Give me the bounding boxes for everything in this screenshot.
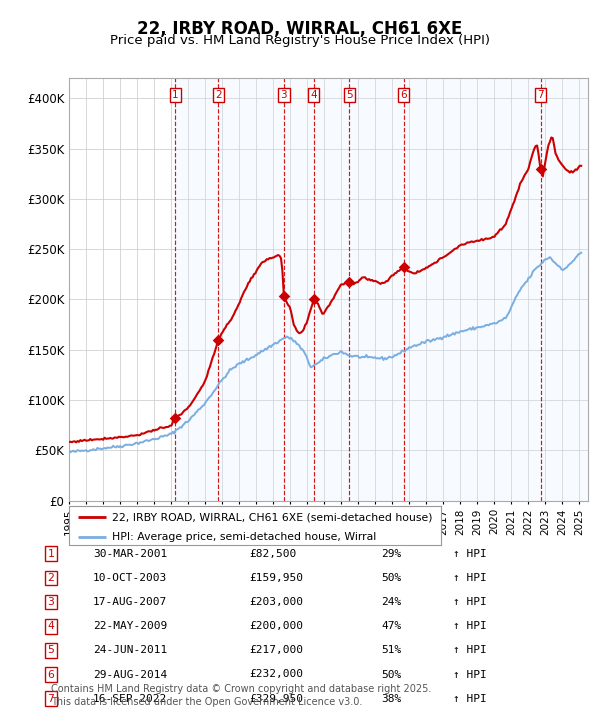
Bar <box>218 78 284 501</box>
Text: 2: 2 <box>47 573 55 583</box>
Text: 7: 7 <box>537 90 544 100</box>
Text: 4: 4 <box>47 621 55 631</box>
Point <box>214 334 223 345</box>
Text: 29%: 29% <box>381 549 401 559</box>
Text: 22, IRBY ROAD, WIRRAL, CH61 6XE (semi-detached house): 22, IRBY ROAD, WIRRAL, CH61 6XE (semi-de… <box>112 512 432 522</box>
Text: 5: 5 <box>346 90 353 100</box>
Text: ↑ HPI: ↑ HPI <box>453 549 487 559</box>
Text: 16-SEP-2022: 16-SEP-2022 <box>93 694 167 704</box>
Bar <box>284 78 314 501</box>
Text: 4: 4 <box>311 90 317 100</box>
Text: Contains HM Land Registry data © Crown copyright and database right 2025.
This d: Contains HM Land Registry data © Crown c… <box>51 684 431 707</box>
Text: 3: 3 <box>47 597 55 607</box>
Text: 30-MAR-2001: 30-MAR-2001 <box>93 549 167 559</box>
Text: £82,500: £82,500 <box>249 549 296 559</box>
Point <box>170 412 180 423</box>
Text: 38%: 38% <box>381 694 401 704</box>
Point <box>309 294 319 305</box>
Text: HPI: Average price, semi-detached house, Wirral: HPI: Average price, semi-detached house,… <box>112 532 376 542</box>
Point <box>279 290 289 302</box>
Text: 47%: 47% <box>381 621 401 631</box>
Text: 24-JUN-2011: 24-JUN-2011 <box>93 645 167 655</box>
Text: ↑ HPI: ↑ HPI <box>453 573 487 583</box>
Text: Price paid vs. HM Land Registry's House Price Index (HPI): Price paid vs. HM Land Registry's House … <box>110 34 490 47</box>
Text: £232,000: £232,000 <box>249 670 303 679</box>
Text: 5: 5 <box>47 645 55 655</box>
Text: £329,950: £329,950 <box>249 694 303 704</box>
Point <box>344 277 354 288</box>
Text: 7: 7 <box>47 694 55 704</box>
Bar <box>404 78 541 501</box>
Text: 29-AUG-2014: 29-AUG-2014 <box>93 670 167 679</box>
Text: 24%: 24% <box>381 597 401 607</box>
Text: ↑ HPI: ↑ HPI <box>453 597 487 607</box>
Text: 1: 1 <box>172 90 179 100</box>
Text: £159,950: £159,950 <box>249 573 303 583</box>
Text: 17-AUG-2007: 17-AUG-2007 <box>93 597 167 607</box>
Text: 51%: 51% <box>381 645 401 655</box>
Text: ↑ HPI: ↑ HPI <box>453 670 487 679</box>
Text: 50%: 50% <box>381 670 401 679</box>
Text: 22, IRBY ROAD, WIRRAL, CH61 6XE: 22, IRBY ROAD, WIRRAL, CH61 6XE <box>137 20 463 38</box>
Text: 50%: 50% <box>381 573 401 583</box>
Text: 1: 1 <box>47 549 55 559</box>
Bar <box>175 78 218 501</box>
Text: 6: 6 <box>47 670 55 679</box>
Bar <box>349 78 404 501</box>
Bar <box>541 78 588 501</box>
Text: £200,000: £200,000 <box>249 621 303 631</box>
Text: ↑ HPI: ↑ HPI <box>453 621 487 631</box>
Bar <box>314 78 349 501</box>
Text: £217,000: £217,000 <box>249 645 303 655</box>
Point <box>399 261 409 273</box>
Text: ↑ HPI: ↑ HPI <box>453 694 487 704</box>
Text: 3: 3 <box>281 90 287 100</box>
Text: 10-OCT-2003: 10-OCT-2003 <box>93 573 167 583</box>
Text: 2: 2 <box>215 90 222 100</box>
Text: 6: 6 <box>400 90 407 100</box>
Text: 22-MAY-2009: 22-MAY-2009 <box>93 621 167 631</box>
Text: £203,000: £203,000 <box>249 597 303 607</box>
Text: ↑ HPI: ↑ HPI <box>453 645 487 655</box>
Point <box>536 163 545 175</box>
